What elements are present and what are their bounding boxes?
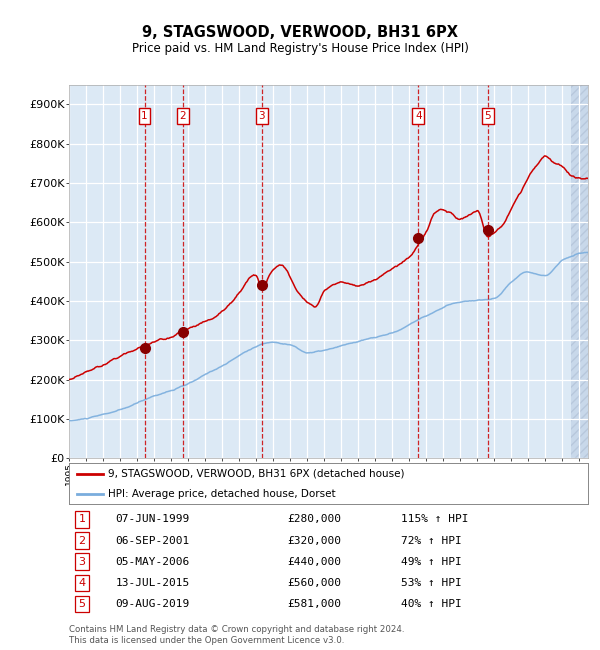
Text: 72% ↑ HPI: 72% ↑ HPI — [401, 536, 462, 545]
Text: 1: 1 — [141, 111, 148, 121]
Text: 4: 4 — [415, 111, 422, 121]
Text: £440,000: £440,000 — [287, 556, 341, 567]
Text: 3: 3 — [79, 556, 85, 567]
Text: 5: 5 — [79, 599, 85, 608]
Text: £280,000: £280,000 — [287, 515, 341, 525]
Text: Price paid vs. HM Land Registry's House Price Index (HPI): Price paid vs. HM Land Registry's House … — [131, 42, 469, 55]
Text: 1: 1 — [79, 515, 85, 525]
Text: 2: 2 — [79, 536, 86, 545]
Text: HPI: Average price, detached house, Dorset: HPI: Average price, detached house, Dors… — [108, 489, 335, 499]
Text: 49% ↑ HPI: 49% ↑ HPI — [401, 556, 462, 567]
Text: 3: 3 — [259, 111, 265, 121]
Text: 13-JUL-2015: 13-JUL-2015 — [116, 578, 190, 588]
Text: £560,000: £560,000 — [287, 578, 341, 588]
Text: 07-JUN-1999: 07-JUN-1999 — [116, 515, 190, 525]
Text: 5: 5 — [484, 111, 491, 121]
Text: 05-MAY-2006: 05-MAY-2006 — [116, 556, 190, 567]
Text: 2: 2 — [179, 111, 186, 121]
Text: 06-SEP-2001: 06-SEP-2001 — [116, 536, 190, 545]
Text: £320,000: £320,000 — [287, 536, 341, 545]
Text: Contains HM Land Registry data © Crown copyright and database right 2024.
This d: Contains HM Land Registry data © Crown c… — [69, 625, 404, 645]
Text: 4: 4 — [79, 578, 86, 588]
Text: 9, STAGSWOOD, VERWOOD, BH31 6PX (detached house): 9, STAGSWOOD, VERWOOD, BH31 6PX (detache… — [108, 469, 404, 478]
Text: 115% ↑ HPI: 115% ↑ HPI — [401, 515, 469, 525]
Text: 53% ↑ HPI: 53% ↑ HPI — [401, 578, 462, 588]
Text: £581,000: £581,000 — [287, 599, 341, 608]
Text: 09-AUG-2019: 09-AUG-2019 — [116, 599, 190, 608]
Text: 40% ↑ HPI: 40% ↑ HPI — [401, 599, 462, 608]
Text: 9, STAGSWOOD, VERWOOD, BH31 6PX: 9, STAGSWOOD, VERWOOD, BH31 6PX — [142, 25, 458, 40]
